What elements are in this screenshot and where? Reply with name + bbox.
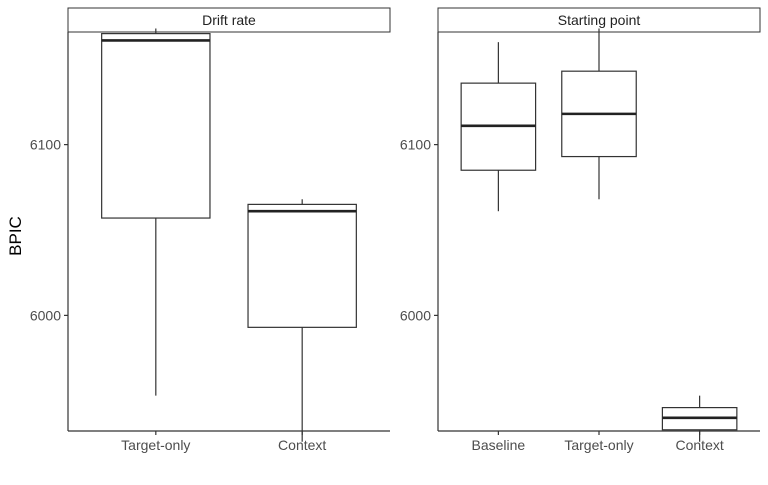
marks-starting-point: 6000 6100 Baseline Target-only Context <box>400 28 738 453</box>
panel-starting-point: Starting point 6000 6100 Baseline Target-on… <box>400 7 761 453</box>
marks-drift-rate: 6000 6100 Target-only Context <box>30 28 357 453</box>
box-target-only <box>101 33 211 219</box>
x-tick-label: Context <box>676 437 724 453</box>
x-tick-label: Context <box>278 437 326 453</box>
panel-drift-rate: Drift rate 6000 6100 Target-only Context <box>30 7 391 453</box>
y-tick-label: 6100 <box>30 137 61 153</box>
x-tick-label: Target-only <box>564 437 633 453</box>
y-axis-title: BPIC <box>6 216 25 256</box>
panel-title-starting-point: Starting point <box>558 12 641 28</box>
y-tick-label: 6000 <box>30 307 61 323</box>
x-tick-label: Baseline <box>472 437 526 453</box>
y-tick-label: 6100 <box>400 137 431 153</box>
y-tick-label: 6000 <box>400 307 431 323</box>
box-context <box>247 203 357 328</box>
panel-strip-drift-rate <box>67 7 391 33</box>
panel-strip-starting-point <box>437 7 761 33</box>
panel-title-drift-rate: Drift rate <box>202 12 256 28</box>
x-tick-label: Target-only <box>121 437 190 453</box>
